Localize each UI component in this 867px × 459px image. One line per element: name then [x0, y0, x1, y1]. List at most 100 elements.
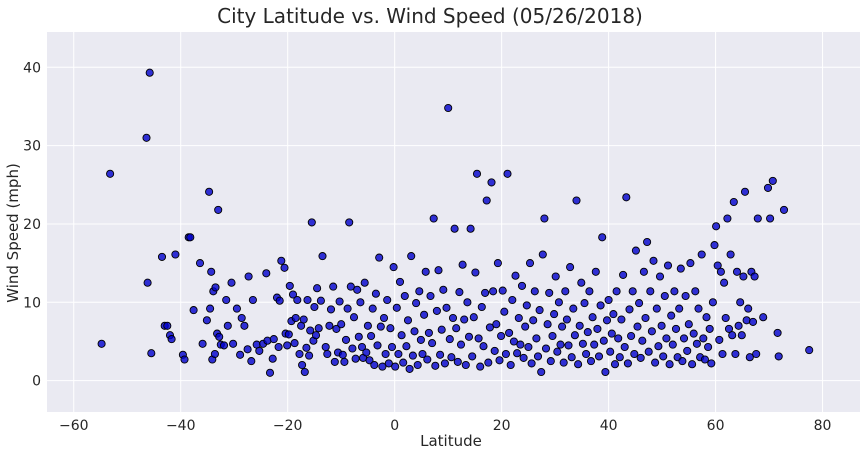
data-point [147, 349, 156, 358]
data-point [378, 362, 387, 371]
data-point [171, 250, 180, 259]
data-point [240, 321, 249, 330]
data-point [641, 313, 650, 323]
data-point [599, 336, 608, 345]
data-point [373, 341, 382, 350]
data-point [651, 358, 660, 367]
data-point [530, 287, 539, 296]
data-point [461, 360, 470, 370]
data-point [310, 302, 319, 312]
data-point [367, 331, 376, 341]
data-point [356, 298, 365, 307]
data-point [564, 341, 573, 350]
data-point [739, 272, 748, 281]
data-point [671, 324, 681, 333]
data-point [522, 301, 531, 310]
data-point [715, 335, 724, 344]
data-point [237, 313, 246, 323]
data-point [732, 267, 742, 276]
data-point [514, 313, 523, 323]
x-tick-label: 80 [814, 418, 832, 434]
data-point [529, 316, 538, 325]
data-point [477, 302, 486, 312]
data-point [710, 241, 719, 250]
y-tick-label: 20 [23, 217, 41, 233]
data-point [646, 287, 655, 296]
data-point [357, 342, 367, 352]
data-point [300, 367, 309, 377]
data-point [381, 349, 390, 359]
data-point [594, 352, 604, 361]
x-tick-label: 40 [600, 418, 618, 434]
data-point [517, 281, 527, 290]
data-point [386, 324, 395, 333]
data-point [636, 353, 645, 362]
data-point [321, 342, 330, 352]
data-point [313, 284, 322, 293]
data-point [468, 352, 477, 361]
data-point [505, 328, 514, 337]
data-point [365, 356, 374, 365]
data-point [628, 287, 637, 296]
data-point [262, 269, 271, 278]
data-point [392, 303, 401, 312]
data-point [700, 355, 709, 364]
data-point [268, 354, 277, 363]
data-point [305, 351, 314, 360]
data-point [627, 331, 636, 341]
data-point [702, 313, 711, 322]
data-point [554, 298, 563, 307]
y-tick-label: 40 [23, 60, 41, 76]
data-point [736, 298, 745, 307]
data-point [619, 270, 628, 279]
data-point [668, 340, 677, 349]
data-point [293, 295, 302, 305]
data-point [601, 367, 610, 377]
data-point [418, 349, 427, 359]
data-point [748, 317, 758, 326]
data-point [779, 205, 789, 214]
data-point [329, 282, 338, 291]
data-point [375, 253, 384, 262]
data-point [574, 360, 583, 369]
data-point [615, 353, 624, 362]
data-point [583, 328, 592, 337]
data-point [712, 222, 721, 231]
data-point [487, 178, 496, 187]
data-point [97, 339, 106, 348]
data-point [383, 295, 392, 305]
y-tick-label: 30 [23, 139, 41, 155]
data-point [511, 271, 520, 280]
data-point [610, 360, 620, 369]
data-point [553, 347, 562, 356]
data-point [540, 214, 549, 223]
data-point [731, 349, 740, 359]
data-point [659, 352, 668, 361]
data-point [280, 263, 289, 272]
data-point [678, 357, 687, 366]
data-point [620, 342, 629, 352]
data-point [541, 344, 551, 353]
data-point [314, 324, 323, 333]
data-point [729, 197, 738, 207]
data-point [558, 322, 567, 331]
data-point [207, 267, 216, 276]
data-point [623, 359, 632, 368]
data-point [368, 304, 377, 313]
data-point [525, 259, 535, 268]
data-point [402, 342, 411, 351]
data-point [720, 278, 729, 287]
data-point [370, 360, 379, 370]
data-point [585, 287, 594, 296]
data-point [752, 349, 761, 359]
data-point [340, 357, 349, 366]
data-point [283, 341, 292, 350]
data-point [346, 282, 355, 291]
data-point [750, 272, 759, 281]
data-point [275, 296, 284, 305]
data-point [617, 315, 626, 324]
data-point [503, 169, 512, 178]
data-point [482, 196, 491, 205]
data-point [405, 364, 414, 373]
data-point [497, 331, 506, 341]
